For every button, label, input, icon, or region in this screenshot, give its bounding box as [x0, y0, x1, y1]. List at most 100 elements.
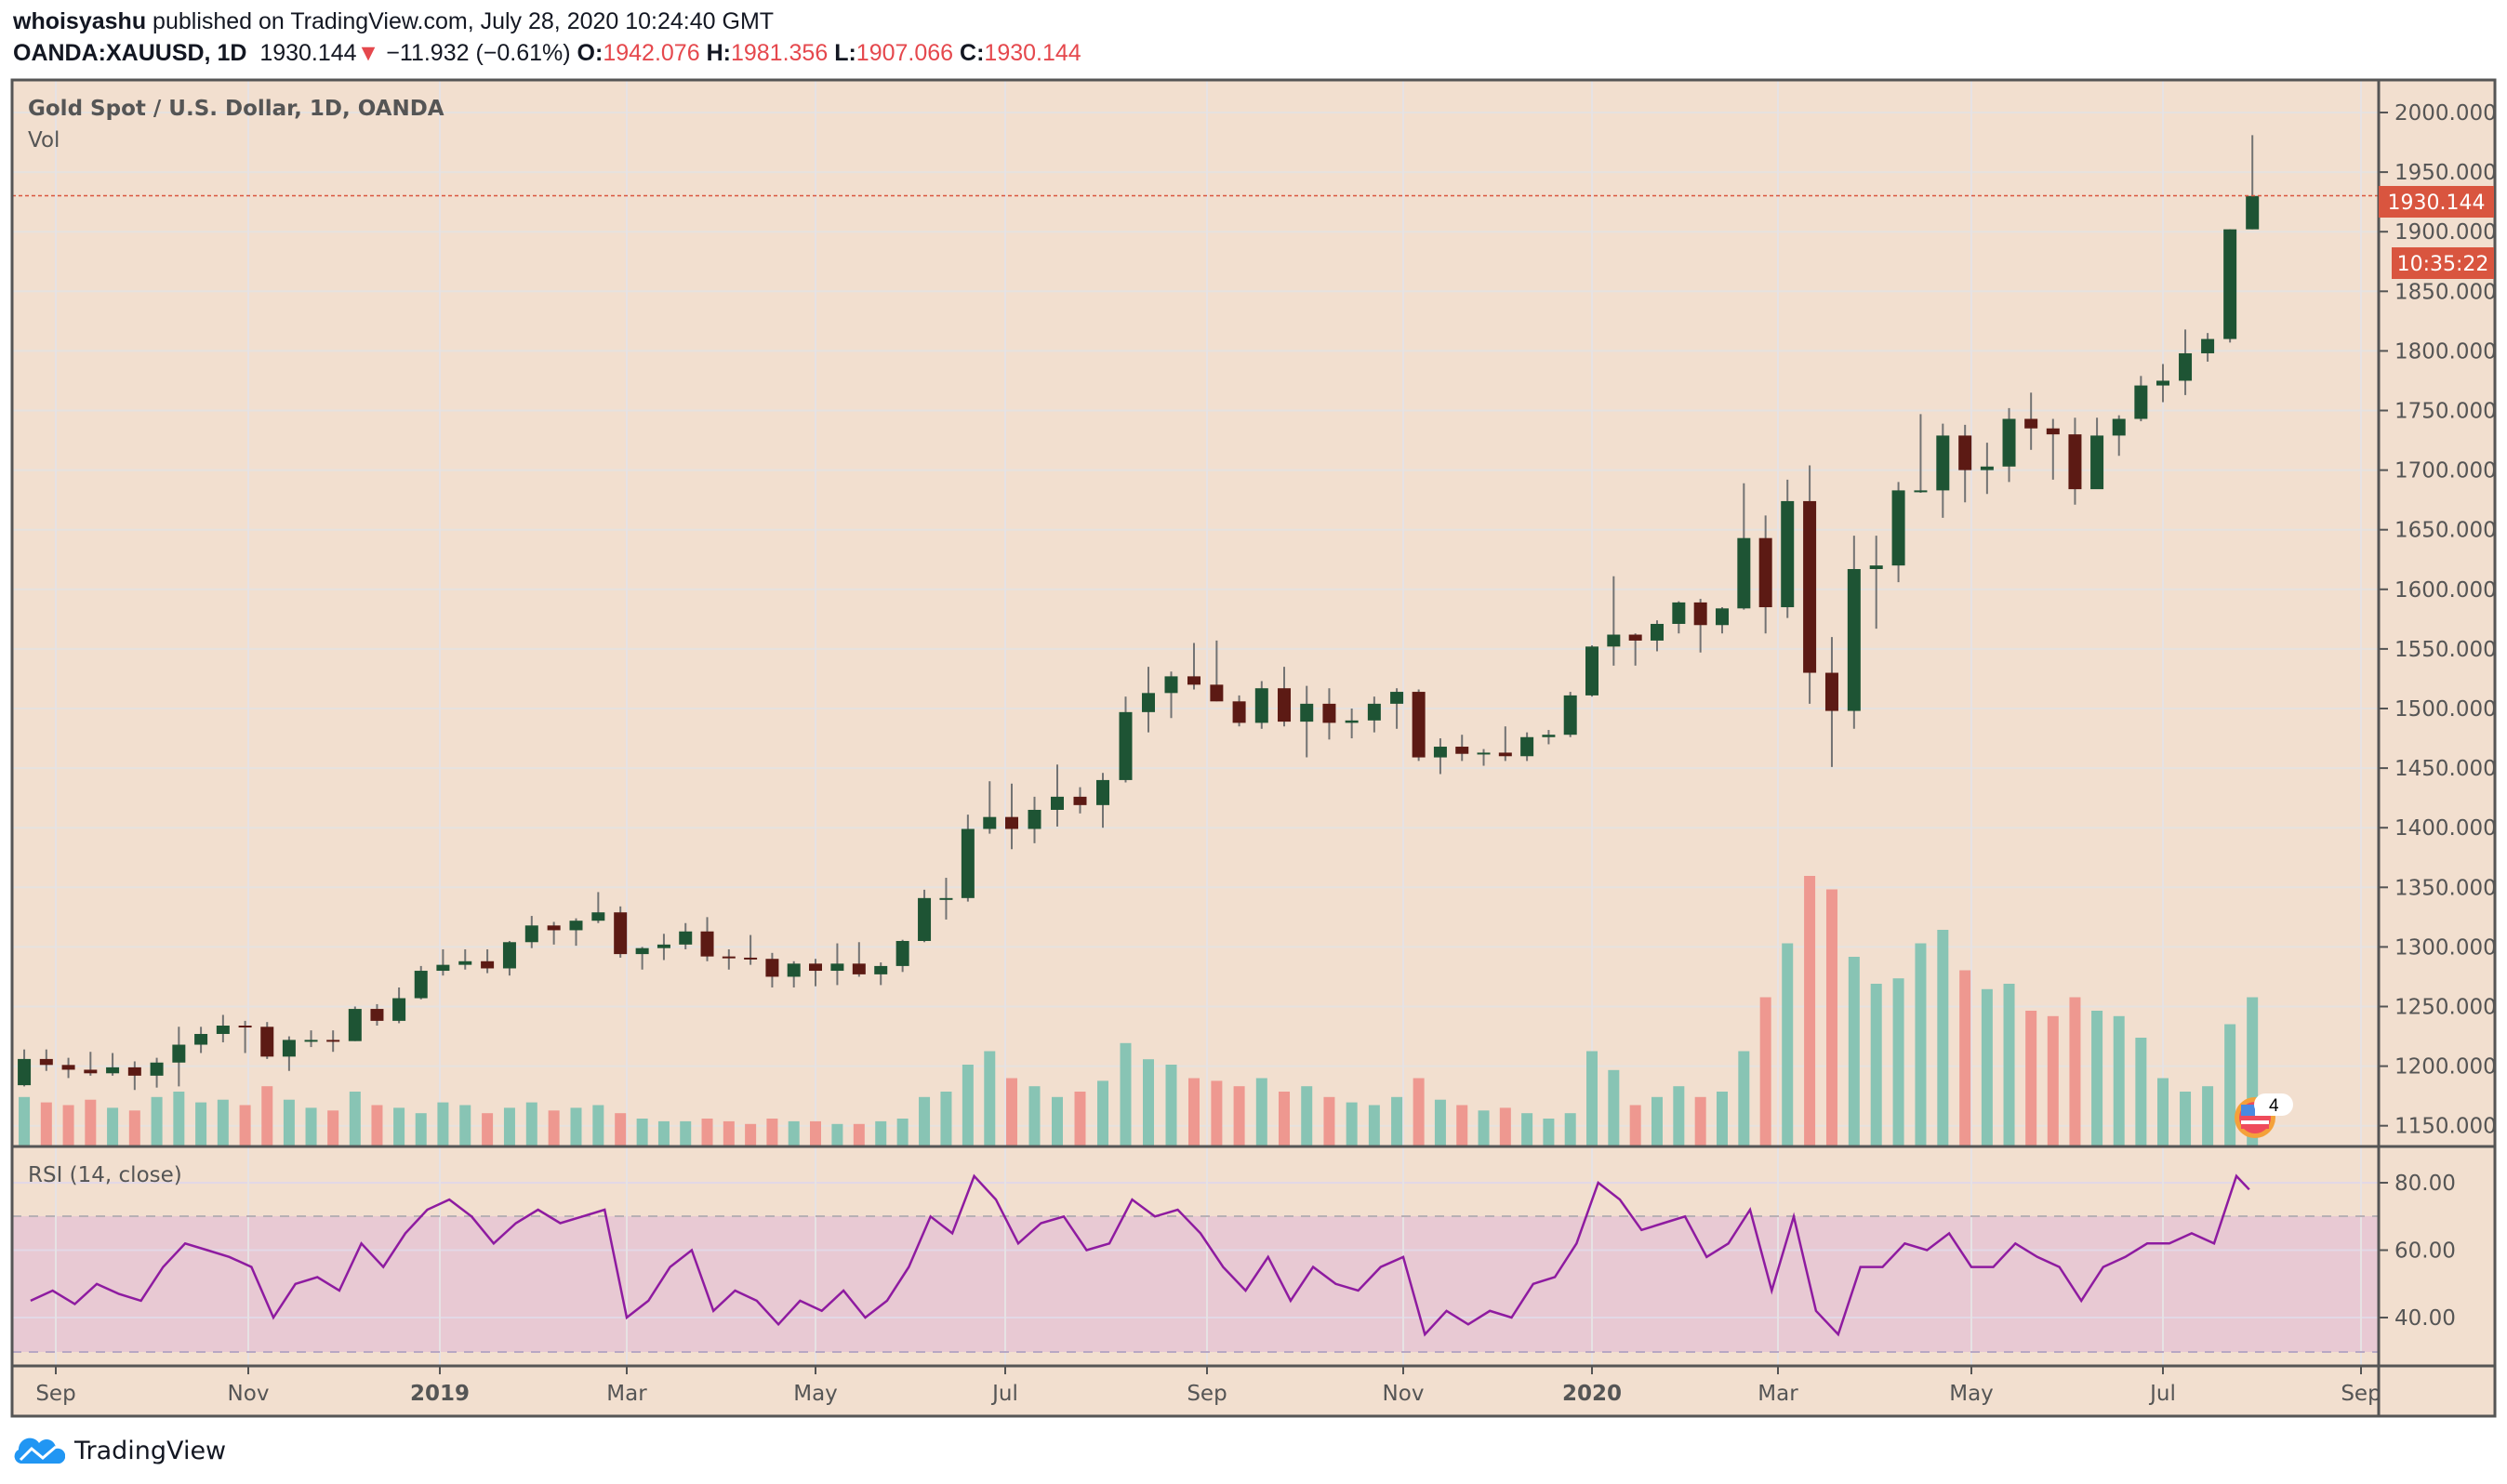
volume-bar	[107, 1107, 119, 1146]
volume-indicator-label[interactable]: Vol	[28, 128, 60, 152]
time-tick-label: 2019	[410, 1382, 470, 1406]
volume-bar	[525, 1102, 537, 1146]
volume-bar	[195, 1102, 207, 1146]
volume-bar	[1915, 943, 1927, 1146]
volume-bar	[1759, 997, 1771, 1146]
volume-bar	[85, 1099, 97, 1146]
volume-bar	[1456, 1105, 1468, 1146]
volume-bar	[831, 1123, 843, 1146]
candle	[2246, 195, 2260, 230]
candle	[502, 942, 516, 969]
volume-bar	[1165, 1065, 1177, 1146]
time-tick-label: Mar	[606, 1382, 647, 1406]
volume-bar	[1629, 1105, 1641, 1146]
volume-bar	[151, 1096, 163, 1146]
high-label: H:	[706, 40, 731, 66]
candle	[2068, 434, 2082, 490]
volume-bar	[1825, 889, 1837, 1146]
candle	[1367, 703, 1381, 721]
price-tick-label: 1500.000	[2394, 697, 2497, 722]
candle	[1345, 720, 1359, 723]
candle	[1607, 634, 1621, 647]
candle	[1455, 747, 1469, 754]
candle	[1254, 688, 1268, 723]
volume-bar	[1521, 1113, 1533, 1146]
candle	[830, 963, 844, 972]
footer-brand[interactable]: TradingView	[13, 1432, 226, 1469]
time-axis[interactable]: Sep Nov 2019 Mar May Jul Sep Nov 2020 Mar May Jul Se…	[35, 1366, 2381, 1406]
candle	[84, 1069, 98, 1074]
volume-bar	[2069, 997, 2081, 1146]
footer-brand-text: TradingView	[74, 1436, 227, 1465]
rsi-indicator-label[interactable]: RSI (14, close)	[28, 1163, 182, 1187]
volume-bar	[1717, 1092, 1728, 1146]
volume-bar	[459, 1105, 471, 1146]
rsi-line	[30, 1173, 2250, 1337]
candle	[238, 1026, 252, 1028]
time-tick-label: Mar	[1758, 1382, 1798, 1406]
candle	[1096, 779, 1109, 805]
volume-bar	[745, 1123, 757, 1146]
price-tick-label: 1650.000	[2394, 519, 2497, 543]
candle	[127, 1067, 141, 1076]
candle	[1693, 602, 1707, 626]
candle	[591, 912, 605, 921]
candle	[635, 947, 649, 955]
volume-bar	[1188, 1078, 1200, 1146]
volume-bar	[1074, 1092, 1086, 1146]
open-value: 1942.076	[603, 40, 700, 66]
candle	[1628, 634, 1642, 641]
price-tick-label: 1200.000	[2394, 1055, 2497, 1080]
candle	[657, 944, 670, 948]
candle	[1803, 500, 1817, 673]
candle	[1824, 672, 1838, 711]
candle	[216, 1026, 230, 1034]
candle	[436, 964, 450, 972]
candle	[961, 828, 975, 898]
volume-bar	[592, 1105, 604, 1146]
candle	[2179, 352, 2193, 381]
price-axis[interactable]: 2000.000 1950.000 1900.000 1850.000 1800.000…	[2379, 101, 2497, 1139]
price-tick-label: 2000.000	[2394, 101, 2497, 126]
volume-bar	[1052, 1096, 1063, 1146]
rsi-tick-label: 60.00	[2394, 1239, 2456, 1264]
low-value: 1907.066	[856, 40, 954, 66]
volume-bar	[1981, 988, 1993, 1146]
volume-bar	[1499, 1107, 1511, 1146]
volume-bar	[40, 1102, 52, 1146]
candle	[304, 1040, 318, 1042]
bar-countdown: 10:35:22	[2397, 253, 2489, 276]
volume-bar	[1391, 1096, 1403, 1146]
candle	[150, 1062, 164, 1076]
volume-bar	[327, 1110, 339, 1146]
candle	[481, 961, 495, 969]
candle	[326, 1040, 340, 1042]
publish-text: published on TradingView.com, July 28, 2…	[153, 8, 775, 34]
volume-bar	[2003, 984, 2015, 1146]
volume-bar	[1301, 1086, 1313, 1146]
volume-bar	[1804, 876, 1816, 1146]
volume-bar	[1892, 978, 1904, 1146]
candle	[2201, 338, 2215, 353]
volume-bar	[1143, 1059, 1154, 1146]
candle	[1005, 816, 1018, 829]
last-price-label: 1930.144	[2388, 192, 2486, 215]
volume-bar	[810, 1120, 821, 1146]
time-tick-label: Sep	[2341, 1382, 2381, 1406]
price-tick-label: 1350.000	[2394, 876, 2497, 900]
rsi-axis[interactable]: 80.00 60.00 40.00	[2379, 1172, 2456, 1331]
volume-bar	[766, 1119, 778, 1146]
price-tick-label: 1300.000	[2394, 935, 2497, 960]
candle	[1869, 565, 1883, 570]
volume-bar	[173, 1092, 185, 1146]
price-tick-label: 1550.000	[2394, 638, 2497, 662]
economic-event-marker[interactable]: 4	[2235, 1093, 2293, 1138]
candle	[1210, 684, 1224, 702]
candle	[700, 931, 714, 957]
candle	[1142, 693, 1155, 712]
volume-bar	[393, 1107, 405, 1146]
candle	[1300, 703, 1314, 722]
candle	[679, 931, 693, 945]
author-name[interactable]: whoisyashu	[13, 8, 147, 34]
